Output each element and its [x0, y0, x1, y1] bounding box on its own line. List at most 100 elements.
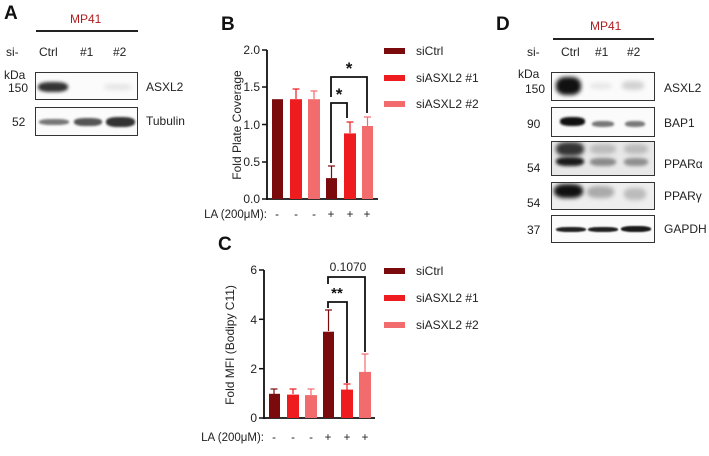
- kda-label-d: kDa: [518, 67, 540, 81]
- chart-b-bars: [272, 88, 373, 199]
- legend-label-c-sictrl: siCtrl: [416, 264, 443, 278]
- protein-label-d-ppara: PPARα: [664, 157, 703, 171]
- lane-label-a-1: #1: [80, 45, 94, 59]
- bar-c-5: [341, 389, 353, 418]
- treatment-signs-b: - - - + + +: [275, 209, 371, 221]
- lane-label-d-2: #2: [627, 45, 641, 59]
- bar-b-3: [308, 99, 320, 199]
- blot-d-pparg: [551, 182, 655, 210]
- panel-letter-d: D: [496, 14, 510, 35]
- svg-text:+: +: [328, 209, 335, 221]
- legend-label-b-siasxl2-1: siASXL2 #1: [416, 71, 479, 85]
- bar-b-4: [326, 178, 337, 199]
- si-label-a: si-: [6, 45, 19, 59]
- svg-text:-: -: [309, 432, 313, 444]
- kda-value-d-ppara: 54: [527, 161, 541, 175]
- bar-c-2: [287, 394, 299, 418]
- bar-b-6: [362, 126, 373, 199]
- sig-label-b-outer: *: [346, 59, 353, 78]
- bar-c-1: [269, 393, 280, 418]
- legend-swatch-c-siasxl2-2: [384, 322, 405, 328]
- treatment-signs-c: - - - + + +: [272, 432, 369, 444]
- kda-value-a-asxl2: 150: [8, 81, 29, 95]
- svg-text:-: -: [272, 432, 276, 444]
- sig-label-c-outer: 0.1070: [330, 260, 367, 274]
- lane-label-a-ctrl: Ctrl: [39, 45, 58, 59]
- legend-label-c-siasxl2-2: siASXL2 #2: [416, 318, 479, 332]
- svg-text:2.0: 2.0: [243, 43, 260, 57]
- legend-swatch-b-siasxl2-2: [384, 101, 405, 107]
- si-label-d: si-: [527, 45, 540, 59]
- blot-a-asxl2: [35, 72, 138, 100]
- kda-value-d-asxl2: 150: [525, 82, 546, 96]
- lane-label-d-1: #1: [595, 45, 609, 59]
- bar-c-6: [359, 371, 371, 418]
- sig-bracket-b-outer: [330, 76, 368, 113]
- chart-b-yticks: [262, 49, 267, 200]
- svg-text:6: 6: [250, 263, 257, 277]
- blot-d-asxl2: [551, 72, 655, 101]
- blot-d-ppara: [551, 141, 655, 176]
- sig-bracket-c-outer: [327, 276, 366, 352]
- lane-label-a-2: #2: [113, 45, 127, 59]
- svg-text:0.5: 0.5: [243, 155, 260, 169]
- bar-c-3: [305, 395, 317, 418]
- legend-label-b-siasxl2-2: siASXL2 #2: [416, 97, 479, 111]
- kda-value-d-bap1: 90: [527, 117, 541, 131]
- protein-label-a-asxl2: ASXL2: [146, 80, 184, 94]
- legend-label-b-sictrl: siCtrl: [416, 44, 443, 58]
- panel-letter-a: A: [4, 3, 18, 24]
- blot-d-bap1: [551, 107, 655, 137]
- legend-swatch-b-siasxl2-1: [384, 75, 405, 81]
- legend-swatch-b-sictrl: [384, 48, 405, 54]
- lane-label-d-ctrl: Ctrl: [561, 45, 580, 59]
- chart-b-ytick-labels: 2.0 1.5 1.0 0.5 0.0: [243, 43, 260, 206]
- legend-b: siCtrl siASXL2 #1 siASXL2 #2: [384, 44, 479, 111]
- chart-c-ytick-labels: 6 4 2 0: [250, 263, 257, 425]
- sig-label-b-inner: *: [336, 85, 343, 104]
- bar-c-4: [323, 331, 334, 418]
- svg-text:-: -: [291, 432, 295, 444]
- sig-bracket-b-inner: [330, 102, 348, 163]
- svg-text:0.0: 0.0: [243, 192, 260, 206]
- panel-letter-c: C: [218, 234, 232, 255]
- protein-label-d-bap1: BAP1: [664, 116, 695, 130]
- cell-line-label-a: MP41: [70, 12, 102, 26]
- protein-label-d-asxl2: ASXL2: [664, 81, 702, 95]
- sig-label-c-inner: **: [331, 285, 343, 302]
- treatment-label-c: LA (200μM):: [201, 432, 264, 444]
- legend-c: siCtrl siASXL2 #1 siASXL2 #2: [384, 264, 479, 332]
- sig-bracket-c-inner: [327, 301, 348, 383]
- protein-label-a-tubulin: Tubulin: [146, 114, 185, 128]
- protein-label-d-gapdh: GAPDH: [664, 222, 707, 236]
- svg-text:1.0: 1.0: [243, 118, 260, 132]
- svg-text:+: +: [325, 432, 332, 444]
- kda-value-d-gapdh: 37: [527, 223, 541, 237]
- legend-swatch-c-sictrl: [384, 268, 405, 274]
- chart-c-bars: [269, 309, 371, 418]
- chart-c-ylabel: Fold MFI (Bodipy C11): [223, 285, 237, 405]
- bar-b-2: [290, 99, 302, 199]
- kda-label-a: kDa: [4, 68, 26, 82]
- svg-text:-: -: [275, 209, 279, 221]
- bar-b-1: [272, 99, 283, 199]
- svg-text:+: +: [344, 432, 351, 444]
- svg-text:-: -: [312, 209, 316, 221]
- blot-a-tubulin: [35, 107, 138, 136]
- legend-swatch-c-siasxl2-1: [384, 295, 405, 301]
- cell-line-underline-d: [553, 38, 654, 40]
- chart-c-yticks: [259, 269, 264, 419]
- svg-text:-: -: [294, 209, 298, 221]
- kda-value-d-pparg: 54: [527, 196, 541, 210]
- treatment-label-b: LA (200μM):: [204, 209, 267, 221]
- svg-text:4: 4: [250, 313, 257, 327]
- svg-text:+: +: [362, 432, 369, 444]
- chart-b-ylabel: Fold Plate Coverage: [230, 70, 244, 180]
- svg-text:1.5: 1.5: [243, 80, 260, 94]
- bar-b-5: [344, 133, 356, 199]
- svg-text:2: 2: [250, 362, 257, 376]
- svg-text:0: 0: [250, 411, 257, 425]
- svg-text:+: +: [364, 209, 371, 221]
- blot-d-gapdh: [551, 215, 655, 243]
